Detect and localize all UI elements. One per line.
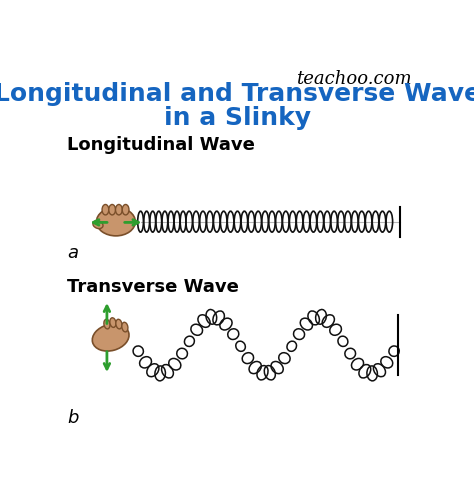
Ellipse shape <box>104 319 110 329</box>
Ellipse shape <box>93 221 103 228</box>
Ellipse shape <box>116 319 122 329</box>
Text: Longitudinal and Transverse Wave: Longitudinal and Transverse Wave <box>0 82 474 106</box>
Text: b: b <box>67 409 79 427</box>
Ellipse shape <box>109 205 116 215</box>
Ellipse shape <box>92 324 129 351</box>
Ellipse shape <box>110 318 116 327</box>
Ellipse shape <box>116 205 122 215</box>
Ellipse shape <box>96 207 136 236</box>
Text: Transverse Wave: Transverse Wave <box>67 278 239 296</box>
Ellipse shape <box>102 205 109 215</box>
Text: in a Slinky: in a Slinky <box>164 106 310 130</box>
Ellipse shape <box>122 205 129 215</box>
Text: a: a <box>67 244 78 262</box>
Text: teachoo.com: teachoo.com <box>296 70 411 88</box>
Ellipse shape <box>122 322 128 332</box>
Text: Longitudinal Wave: Longitudinal Wave <box>67 136 255 154</box>
